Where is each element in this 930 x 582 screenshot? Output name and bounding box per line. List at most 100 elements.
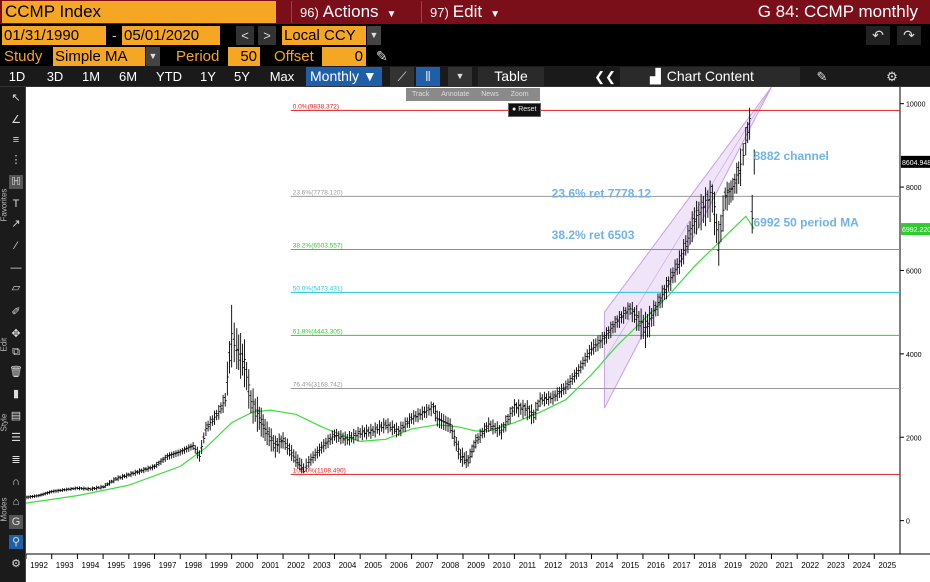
caret-down-icon: ▼ [386, 9, 397, 20]
x-tick-label: 1998 [184, 561, 202, 570]
gear-icon[interactable]: ⚙ [880, 67, 904, 86]
start-date-field[interactable]: 01/31/1990 [2, 26, 106, 45]
fib-level-label: 61.8%(4443.305) [293, 328, 343, 335]
undo-button[interactable]: ↶ [866, 26, 890, 45]
text-icon[interactable]: T [12, 198, 20, 210]
magnet-icon[interactable]: ∩ [12, 476, 20, 488]
x-tick-label: 2012 [544, 561, 562, 570]
y-tick-label: 2000 [906, 435, 922, 442]
prev-period-button[interactable]: < [236, 26, 254, 45]
redo-button[interactable]: ↷ [897, 26, 921, 45]
fibonacci-icon[interactable]: ⋮ [10, 154, 22, 166]
chart-content-icon: ▟ [650, 68, 661, 84]
cursor-icon[interactable]: ↖ [11, 92, 21, 104]
actions-menu-button[interactable]: 96) Actions ▼ [291, 1, 401, 23]
x-tick-label: 2000 [236, 561, 254, 570]
edit-menu-button[interactable]: 97) Edit ▼ [421, 1, 519, 23]
color-icon[interactable]: ▤ [10, 410, 22, 422]
currency-field[interactable]: Local CCY [282, 26, 366, 45]
reset-icon: ● [512, 106, 517, 113]
pen-icon[interactable]: ✎ [376, 48, 388, 64]
range-6m-button[interactable]: 6M [118, 69, 138, 84]
track-button[interactable]: Track [412, 91, 430, 98]
chart-type-dropdown-icon[interactable]: ▼ [448, 67, 472, 86]
x-tick-label: 1999 [210, 561, 228, 570]
x-tick-label: 2001 [261, 561, 279, 570]
line-style-icon[interactable]: ☰ [11, 432, 21, 444]
ohlc-bars-icon[interactable]: ⫴ [416, 67, 440, 86]
x-tick-label: 2005 [364, 561, 382, 570]
study-field[interactable]: Simple MA [53, 47, 145, 66]
next-period-button[interactable]: > [258, 26, 276, 45]
x-tick-label: 2019 [724, 561, 742, 570]
line-width-icon[interactable]: ≣ [11, 454, 21, 466]
y-tick-label: 10000 [906, 102, 926, 109]
table-button[interactable]: Table [478, 67, 544, 86]
edit-chart-icon[interactable]: ✎ [810, 67, 834, 86]
collapse-icon[interactable]: ❮❮ [594, 69, 616, 84]
annotate-button[interactable]: Annotate [441, 91, 470, 98]
move-icon[interactable]: ✥ [11, 328, 21, 340]
x-tick-label: 2015 [621, 561, 639, 570]
range-3d-button[interactable]: 3D [46, 69, 64, 84]
trendline-icon[interactable]: ∠ [11, 114, 21, 126]
snap-icon[interactable]: G [9, 515, 23, 529]
x-tick-label: 2014 [596, 561, 614, 570]
x-tick-label: 2020 [750, 561, 768, 570]
range-max-button[interactable]: Max [269, 69, 295, 84]
x-tick-label: 2021 [776, 561, 794, 570]
brush-icon[interactable]: ⁄ [15, 240, 17, 252]
y-tick-label: 0 [906, 519, 910, 526]
x-tick-label: 2008 [441, 561, 459, 570]
end-date-field[interactable]: 05/01/2020 [122, 26, 220, 45]
line-chart-icon[interactable]: ⟋ [390, 67, 414, 86]
chart-content-button[interactable]: ▟ Chart Content [620, 67, 800, 86]
caret-down-icon[interactable]: ▼ [146, 47, 160, 66]
zoom-button[interactable]: Zoom [510, 91, 529, 98]
frequency-dropdown[interactable]: Monthly ▼ [306, 67, 382, 86]
arrow-icon[interactable]: ↗ [11, 218, 21, 230]
x-tick-label: 2009 [467, 561, 485, 570]
caret-down-icon: ▼ [490, 9, 500, 20]
pencil-icon[interactable]: ✐ [11, 306, 21, 318]
y-tick-label: 6000 [906, 268, 922, 275]
price-chart[interactable]: 1992 1993 1994 1995 1996 1997 1998 1999 2000 2001… [26, 87, 930, 582]
trash-icon[interactable]: 🗑 [9, 366, 23, 378]
x-tick-label: 2025 [878, 561, 896, 570]
range-1m-button[interactable]: 1M [81, 69, 101, 84]
ticker-input[interactable]: CCMP Index [2, 1, 276, 23]
copy-icon[interactable]: ⧉ [12, 346, 20, 358]
caret-down-icon[interactable]: ▼ [367, 26, 381, 45]
x-tick-label: 1992 [30, 561, 48, 570]
x-tick-label: 1996 [133, 561, 151, 570]
x-tick-label: 2007 [416, 561, 434, 570]
range-1y-button[interactable]: 1Y [200, 69, 216, 84]
fib-retracement-icon[interactable]: ℍ [9, 175, 23, 189]
edit-label: Edit [452, 2, 483, 21]
chart-annotation: 23.6% ret 7778.12 [552, 186, 652, 200]
study-label: Study [4, 48, 43, 65]
hline-icon[interactable]: — [10, 262, 22, 274]
lock-icon[interactable]: ⌂ [12, 496, 20, 508]
range-5y-button[interactable]: 5Y [234, 69, 250, 84]
y-tick-label: 8000 [906, 185, 922, 192]
fill-icon[interactable]: ▮ [12, 388, 20, 400]
period-field[interactable]: 50 [228, 47, 260, 66]
reset-button[interactable]: ● Reset [508, 103, 541, 117]
settings-icon[interactable]: ⚙ [11, 558, 21, 570]
date-separator: - [112, 27, 117, 43]
reset-label: Reset [518, 106, 537, 113]
last-price-label: 8604.948 [902, 160, 930, 167]
channel-icon[interactable]: ≡ [12, 134, 20, 146]
range-1d-button[interactable]: 1D [8, 69, 26, 84]
offset-field[interactable]: 0 [322, 47, 366, 66]
x-tick-label: 2023 [827, 561, 845, 570]
shapes-icon[interactable]: ▱ [11, 282, 21, 294]
news-button[interactable]: News [481, 91, 499, 98]
magnify-icon[interactable]: ⚲ [9, 535, 23, 549]
range-ytd-button[interactable]: YTD [156, 69, 182, 84]
fib-level-label: 38.2%(6503.557) [293, 242, 343, 249]
x-tick-label: 1995 [107, 561, 125, 570]
x-tick-label: 1993 [56, 561, 74, 570]
chart-annotation: 6992 50 period MA [753, 216, 859, 230]
